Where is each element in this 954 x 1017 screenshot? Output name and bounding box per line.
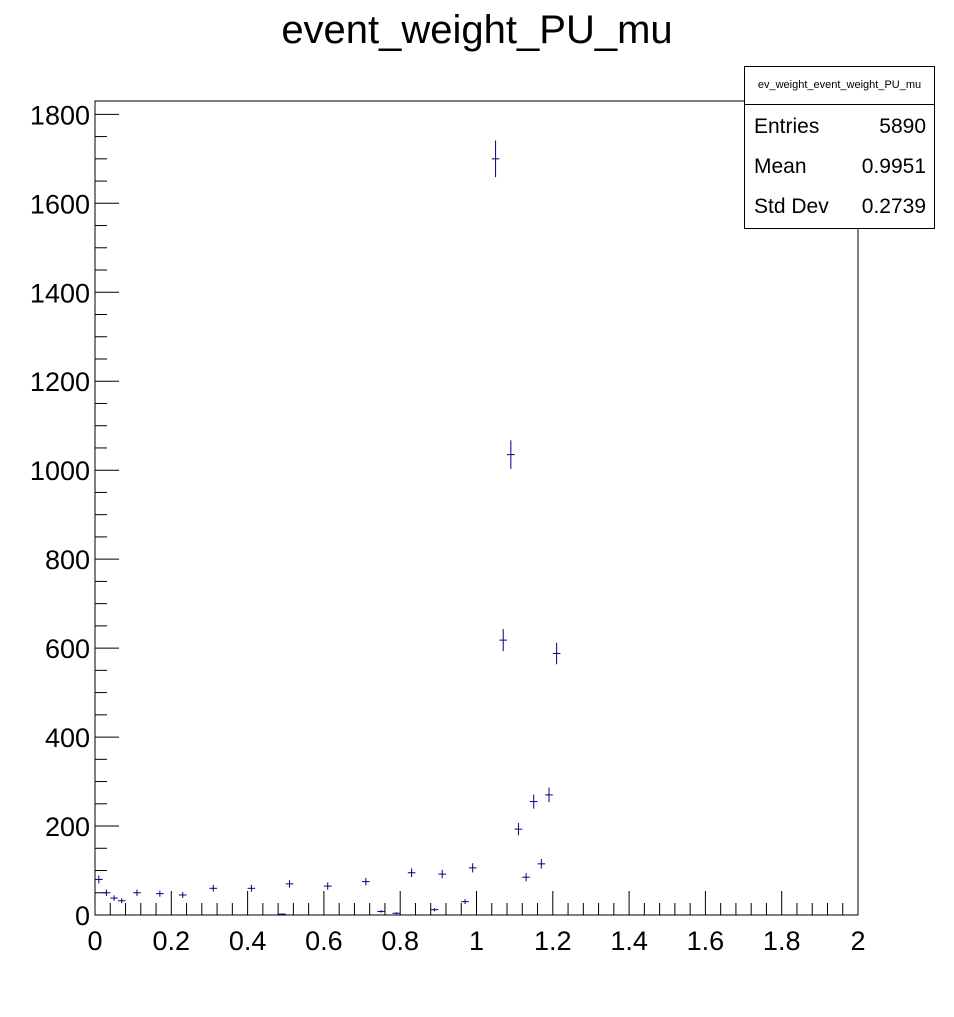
data-point — [514, 822, 523, 836]
stats-box: ev_weight_event_weight_PU_mu Entries 589… — [744, 66, 935, 229]
data-point — [117, 898, 126, 904]
y-tick-label: 400 — [45, 723, 90, 753]
data-point — [461, 899, 469, 905]
x-tick-label: 1.8 — [763, 926, 801, 956]
y-tick-label: 1200 — [30, 367, 90, 397]
y-tick-label: 1000 — [30, 456, 90, 486]
data-point — [438, 869, 446, 879]
data-point — [178, 891, 187, 898]
data-point — [491, 140, 500, 178]
data-point — [323, 882, 332, 890]
x-tick-label: 0.2 — [153, 926, 191, 956]
x-tick-label: 1.4 — [610, 926, 648, 956]
data-point — [468, 863, 477, 873]
data-point — [552, 642, 561, 665]
data-point — [377, 910, 385, 913]
data-point — [156, 890, 164, 897]
data-point — [499, 629, 508, 652]
stats-row-entries: Entries 5890 — [745, 105, 934, 145]
data-point — [392, 912, 401, 915]
y-tick-label: 1800 — [30, 100, 90, 130]
y-tick-label: 0 — [75, 901, 90, 931]
data-point — [529, 794, 538, 809]
data-point — [278, 913, 286, 915]
axis-ticks — [94, 113, 859, 916]
data-point — [545, 787, 553, 803]
y-tick-label: 200 — [45, 812, 90, 842]
data-point — [110, 895, 118, 901]
x-tick-label: 1.2 — [534, 926, 572, 956]
data-point — [285, 880, 294, 888]
data-point — [430, 908, 439, 912]
y-tick-label: 600 — [45, 634, 90, 664]
stats-label: Mean — [754, 155, 807, 178]
stats-value: 0.2739 — [861, 195, 926, 218]
data-point — [537, 859, 546, 869]
data-point — [247, 884, 256, 892]
y-tick-label: 800 — [45, 545, 90, 575]
data-points — [95, 140, 561, 915]
stats-label: Std Dev — [754, 195, 829, 218]
data-point — [95, 875, 103, 884]
stats-value: 5890 — [879, 115, 926, 138]
x-tick-label: 0.6 — [305, 926, 343, 956]
stats-row-mean: Mean 0.9951 — [745, 145, 934, 185]
stats-value: 0.9951 — [861, 155, 926, 178]
stats-label: Entries — [754, 115, 820, 138]
chart-title: event_weight_PU_mu — [281, 8, 673, 52]
data-point — [102, 889, 111, 896]
y-tick-label: 1400 — [30, 278, 90, 308]
data-point — [362, 877, 370, 886]
x-tick-label: 0.8 — [381, 926, 419, 956]
x-tick-label: 0.4 — [229, 926, 267, 956]
y-tick-label: 1600 — [30, 189, 90, 219]
axis-tick-labels: 0 0.2 0.4 0.6 0.8 1 1.2 1.4 1.6 1.8 2 0 200 400 600 800… — [30, 100, 866, 956]
data-point — [407, 868, 416, 878]
x-tick-label: 2 — [850, 926, 865, 956]
x-tick-label: 1 — [469, 926, 484, 956]
data-point — [133, 889, 141, 896]
data-point — [507, 440, 515, 469]
data-point — [209, 884, 218, 892]
data-point — [522, 873, 530, 882]
x-tick-label: 1.6 — [687, 926, 725, 956]
stats-box-name: ev_weight_event_weight_PU_mu — [745, 67, 934, 105]
x-tick-label: 0 — [87, 926, 102, 956]
stats-row-stddev: Std Dev 0.2739 — [745, 185, 934, 225]
